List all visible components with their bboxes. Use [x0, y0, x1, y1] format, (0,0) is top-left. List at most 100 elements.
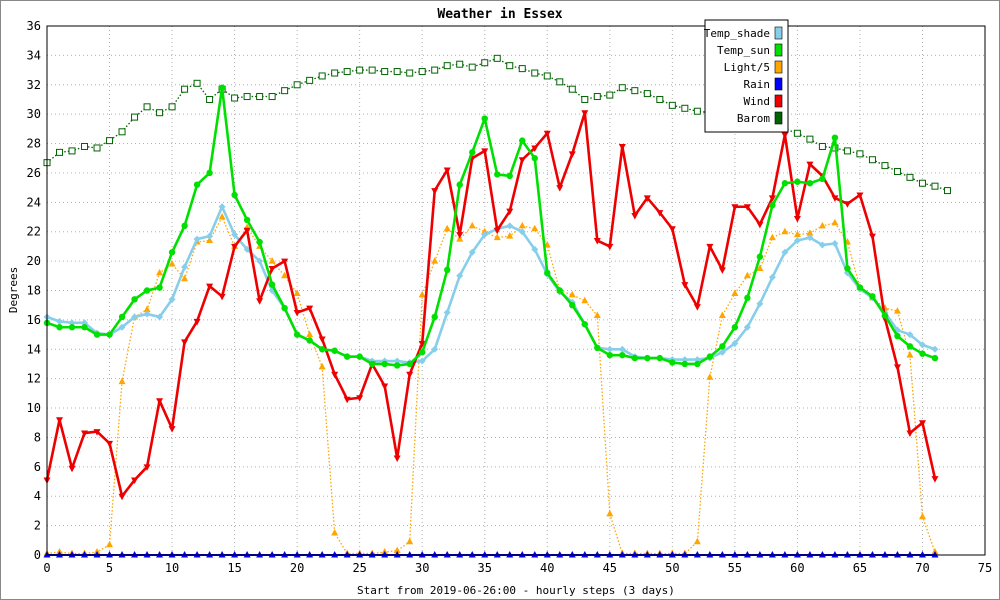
- plot-border: [46, 25, 986, 556]
- rain-point: [768, 551, 776, 558]
- temp-sun-point: [456, 181, 463, 188]
- wind-point: [893, 364, 901, 371]
- light-5-point: [331, 528, 339, 536]
- temp-sun-point: [781, 180, 789, 187]
- temp-sun-point: [769, 202, 776, 209]
- barom-point: [543, 72, 551, 80]
- rain-point: [693, 551, 701, 558]
- temp-sun-point: [619, 351, 626, 359]
- temp-sun-point: [644, 354, 651, 362]
- light-5-point: [293, 289, 301, 296]
- barom-point: [193, 79, 201, 87]
- rain-point: [893, 551, 901, 558]
- barom-point: [893, 167, 901, 175]
- barom-point: [181, 85, 189, 93]
- legend: Temp_shade Temp_sun Light/5 Rain Wind Barom: [704, 19, 789, 133]
- barom-point: [693, 107, 701, 115]
- rain-point: [868, 551, 876, 558]
- temp-sun-point: [469, 149, 476, 156]
- wind-point: [193, 318, 201, 326]
- temp-sun-point: [506, 172, 513, 180]
- temp-sun-point: [556, 287, 563, 294]
- series-wind: [43, 110, 939, 501]
- temp-sun-point: [331, 347, 338, 354]
- rain-point: [931, 551, 939, 558]
- barom-point: [106, 137, 114, 145]
- barom-point: [168, 103, 176, 111]
- wind-point: [518, 157, 526, 164]
- rain-point: [918, 551, 926, 558]
- light-5-point: [493, 233, 501, 241]
- rain-point: [331, 551, 339, 558]
- rain-point: [506, 551, 514, 558]
- rain-point: [156, 551, 164, 558]
- temp-sun-point: [231, 191, 238, 199]
- temp-sun-point: [531, 155, 538, 162]
- barom-point: [268, 93, 276, 101]
- temp-sun-point: [831, 134, 839, 141]
- barom-point: [868, 156, 876, 164]
- temp-shade-point: [831, 239, 839, 247]
- rain-point: [206, 551, 214, 558]
- rain-point: [431, 551, 439, 558]
- light-5-point: [531, 224, 539, 232]
- y-tick-label: 12: [27, 372, 41, 386]
- x-tick-label: 0: [43, 561, 50, 575]
- legend-swatch-light-5: [774, 60, 783, 74]
- x-tick-label: 65: [853, 561, 867, 575]
- legend-swatch-barom: [774, 111, 783, 125]
- temp-sun-point: [731, 324, 739, 331]
- light-5-point: [743, 271, 751, 279]
- rain-point: [443, 551, 451, 558]
- wind-point: [868, 233, 876, 241]
- rain-point: [406, 551, 414, 558]
- wind-point: [206, 283, 214, 291]
- wind-point: [318, 336, 326, 343]
- wind-point: [143, 464, 151, 471]
- temp-sun-point: [306, 337, 313, 344]
- wind-point: [268, 265, 276, 273]
- rain-point: [468, 551, 476, 558]
- wind-point: [393, 455, 401, 463]
- temp-sun-point: [656, 354, 664, 362]
- wind-point: [718, 267, 726, 274]
- light-5-point: [581, 296, 589, 304]
- temp-sun-point: [281, 304, 288, 312]
- temp-sun-point: [794, 178, 801, 185]
- y-tick-label: 6: [34, 460, 41, 474]
- temp-sun-point: [106, 331, 113, 338]
- temp-sun-point: [806, 180, 814, 187]
- y-tick-label: 28: [27, 137, 41, 151]
- wind-point: [218, 293, 226, 301]
- temp-sun-point: [844, 265, 851, 272]
- temp-sun-point: [368, 360, 376, 368]
- wind-point: [356, 395, 364, 402]
- barom-point: [943, 187, 951, 195]
- barom-point: [118, 128, 126, 136]
- rain-point: [856, 551, 864, 558]
- barom-point: [618, 84, 626, 92]
- wind-point: [643, 195, 651, 202]
- rain-point: [381, 551, 389, 558]
- rain-point: [631, 551, 639, 558]
- barom-point: [393, 68, 401, 76]
- light-5-line: [46, 216, 936, 555]
- temp-sun-point: [744, 294, 751, 302]
- wind-point: [843, 201, 851, 208]
- light-5-point: [831, 218, 839, 226]
- temp-sun-point: [869, 293, 876, 300]
- temp-sun-point: [343, 353, 351, 360]
- wind-point: [81, 430, 89, 438]
- wind-point: [531, 145, 539, 152]
- barom-point: [81, 142, 89, 150]
- wind-point: [231, 243, 239, 251]
- barom-point: [518, 65, 526, 73]
- rain-point: [418, 551, 426, 558]
- barom-point: [331, 69, 339, 77]
- temp-sun-point: [431, 313, 438, 321]
- x-tick-label: 5: [106, 561, 113, 575]
- barom-point: [656, 95, 664, 103]
- wind-point: [768, 195, 776, 202]
- temp-sun-point: [919, 350, 926, 357]
- rain-point: [181, 551, 189, 558]
